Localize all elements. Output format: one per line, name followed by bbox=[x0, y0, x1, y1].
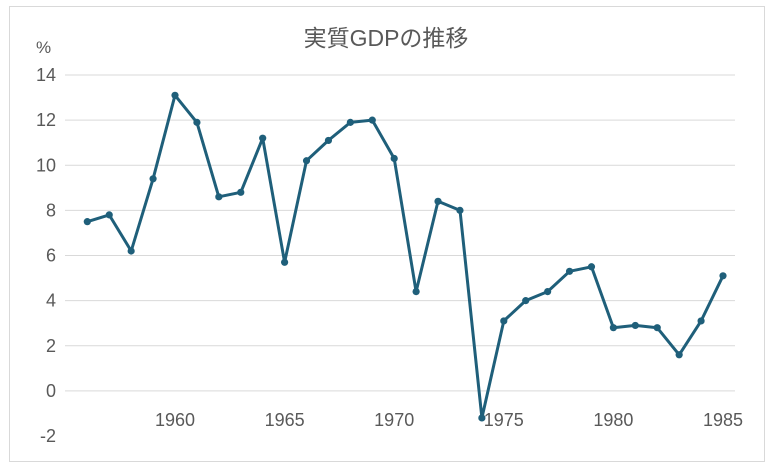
data-point bbox=[105, 211, 113, 219]
data-point bbox=[544, 288, 552, 296]
data-point bbox=[193, 118, 201, 126]
data-point bbox=[587, 263, 596, 271]
data-point bbox=[434, 197, 442, 205]
gridlines bbox=[65, 74, 735, 392]
y-tick-label: 2 bbox=[46, 336, 56, 356]
data-point bbox=[675, 351, 683, 359]
y-tick-label: 10 bbox=[36, 155, 56, 175]
data-point bbox=[237, 188, 245, 196]
y-axis-unit: % bbox=[36, 38, 51, 57]
x-tick-label: 1965 bbox=[265, 410, 305, 430]
data-point bbox=[368, 116, 376, 124]
data-point bbox=[565, 267, 574, 275]
y-tick-label: 14 bbox=[36, 65, 56, 85]
chart-title: 実質GDPの推移 bbox=[304, 25, 469, 51]
y-tick-label: 8 bbox=[46, 200, 56, 220]
y-tick-label: 6 bbox=[46, 246, 56, 266]
y-tick-label: 0 bbox=[46, 381, 56, 401]
y-tick-label: 4 bbox=[46, 291, 56, 311]
data-point bbox=[412, 288, 420, 296]
y-tick-labels: 14 12 10 8 6 4 2 0 -2 bbox=[36, 65, 56, 446]
data-point bbox=[653, 324, 661, 332]
x-tick-labels: 1960 1965 1970 1975 1980 1985 bbox=[155, 410, 743, 430]
data-point bbox=[478, 414, 486, 422]
data-point bbox=[390, 154, 398, 163]
data-point bbox=[346, 118, 354, 126]
data-point bbox=[631, 321, 639, 330]
y-tick-label: -2 bbox=[40, 426, 56, 446]
data-point bbox=[697, 317, 705, 325]
data-point bbox=[215, 193, 223, 201]
x-tick-label: 1960 bbox=[155, 410, 195, 430]
data-point bbox=[149, 175, 157, 183]
data-point bbox=[324, 136, 333, 145]
y-tick-label: 12 bbox=[36, 110, 56, 130]
x-tick-label: 1980 bbox=[593, 410, 633, 430]
series-line bbox=[85, 93, 725, 420]
x-tick-label: 1985 bbox=[703, 410, 743, 430]
data-point bbox=[500, 317, 508, 325]
data-point bbox=[609, 324, 618, 332]
data-point bbox=[456, 206, 464, 214]
data-point bbox=[281, 258, 289, 266]
data-point bbox=[83, 218, 91, 226]
data-point bbox=[522, 297, 530, 305]
data-point bbox=[259, 134, 267, 142]
data-point bbox=[171, 91, 179, 99]
series-layer bbox=[83, 91, 727, 422]
data-point bbox=[719, 272, 727, 280]
data-point bbox=[302, 157, 311, 165]
x-tick-label: 1975 bbox=[484, 410, 524, 430]
data-point bbox=[127, 247, 135, 255]
x-tick-label: 1970 bbox=[374, 410, 414, 430]
